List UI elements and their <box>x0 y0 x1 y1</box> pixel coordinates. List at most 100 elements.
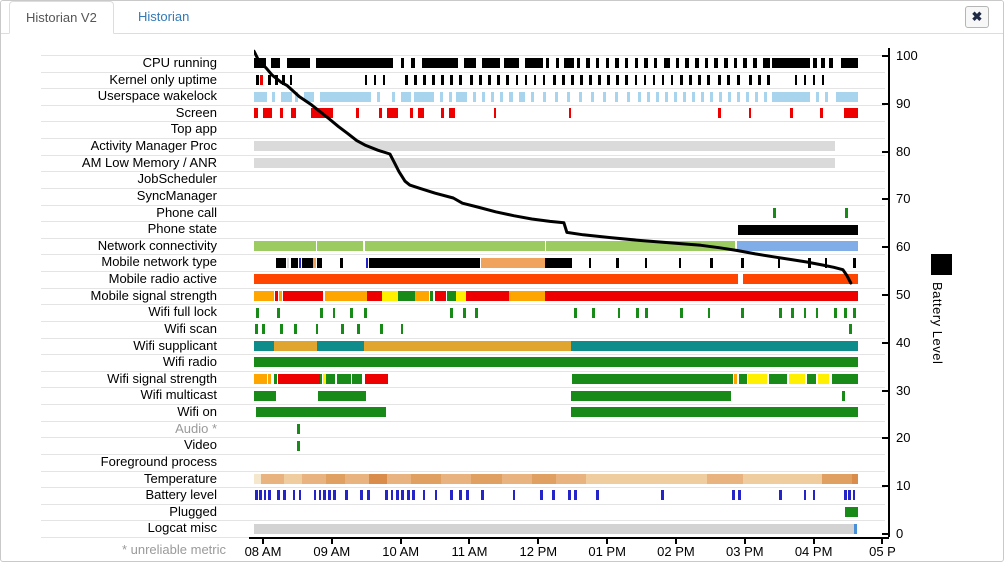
timeline-bar[interactable] <box>752 58 757 69</box>
timeline-bar[interactable] <box>317 241 364 252</box>
timeline-bar[interactable] <box>272 91 276 102</box>
timeline-bar[interactable] <box>282 290 324 301</box>
timeline-bar[interactable] <box>737 91 741 102</box>
timeline-bar[interactable] <box>449 91 453 102</box>
timeline-bar[interactable] <box>290 257 299 268</box>
timeline-bar[interactable] <box>326 473 345 484</box>
timeline-bar[interactable] <box>459 490 463 501</box>
timeline-bar[interactable] <box>364 241 545 252</box>
timeline-bar[interactable] <box>254 274 739 285</box>
x-axis-tick[interactable] <box>262 537 264 544</box>
timeline-bar[interactable] <box>328 490 331 501</box>
timeline-bar[interactable] <box>617 307 621 318</box>
timeline-bar[interactable] <box>450 74 453 85</box>
timeline-bar[interactable] <box>595 58 600 69</box>
timeline-bar[interactable] <box>598 74 601 85</box>
timeline-bar[interactable] <box>255 490 258 501</box>
close-icon[interactable]: ✖ <box>965 6 989 28</box>
timeline-bar[interactable] <box>818 374 829 385</box>
timeline-bar[interactable] <box>316 257 323 268</box>
timeline-bar[interactable] <box>441 108 445 119</box>
timeline-bar[interactable] <box>645 307 649 318</box>
timeline-bar[interactable] <box>434 490 438 501</box>
timeline-bar[interactable] <box>533 74 537 85</box>
timeline-bar[interactable] <box>432 74 435 85</box>
timeline-bar[interactable] <box>768 374 788 385</box>
timeline-bar[interactable] <box>678 257 682 268</box>
timeline-bar[interactable] <box>412 490 415 501</box>
timeline-bar[interactable] <box>267 490 271 501</box>
timeline-bar[interactable] <box>644 58 648 69</box>
timeline-bar[interactable] <box>302 473 327 484</box>
timeline-bar[interactable] <box>571 390 732 401</box>
timeline-bar[interactable] <box>643 74 647 85</box>
timeline-bar[interactable] <box>777 257 781 268</box>
timeline-bar[interactable] <box>717 74 721 85</box>
timeline-bar[interactable] <box>493 108 497 119</box>
timeline-bar[interactable] <box>743 58 747 69</box>
timeline-bar[interactable] <box>653 58 658 69</box>
timeline-bar[interactable] <box>473 91 477 102</box>
timeline-bar[interactable] <box>697 74 701 85</box>
timeline-bar[interactable] <box>655 91 659 102</box>
timeline-bar[interactable] <box>466 490 469 501</box>
timeline-bar[interactable] <box>740 257 744 268</box>
timeline-bar[interactable] <box>778 307 782 318</box>
timeline-bar[interactable] <box>845 507 858 518</box>
timeline-bar[interactable] <box>286 257 290 268</box>
timeline-bar[interactable] <box>762 58 770 69</box>
x-axis-tick[interactable] <box>881 537 884 544</box>
timeline-bar[interactable] <box>748 108 752 119</box>
timeline-bar[interactable] <box>366 290 383 301</box>
timeline-bar[interactable] <box>429 290 434 301</box>
timeline-bar[interactable] <box>616 74 620 85</box>
timeline-bar[interactable] <box>509 290 546 301</box>
timeline-bar[interactable] <box>844 490 847 501</box>
timeline-bar[interactable] <box>556 473 587 484</box>
timeline-bar[interactable] <box>475 307 478 318</box>
timeline-bar[interactable] <box>316 340 364 351</box>
timeline-bar[interactable] <box>414 91 434 102</box>
timeline-bar[interactable] <box>663 58 670 69</box>
timeline-bar[interactable] <box>313 490 317 501</box>
timeline-bar[interactable] <box>679 74 683 85</box>
timeline-bar[interactable] <box>832 374 858 385</box>
timeline-bar[interactable] <box>333 490 336 501</box>
timeline-bar[interactable] <box>545 241 736 252</box>
timeline-bar[interactable] <box>296 423 300 434</box>
timeline-bar[interactable] <box>263 490 267 501</box>
timeline-bar[interactable] <box>273 340 317 351</box>
timeline-bar[interactable] <box>363 307 367 318</box>
timeline-bar[interactable] <box>296 440 300 451</box>
timeline-bar[interactable] <box>509 91 513 102</box>
timeline-bar[interactable] <box>254 141 836 152</box>
timeline-bar[interactable] <box>279 108 283 119</box>
timeline-bar[interactable] <box>497 74 501 85</box>
timeline-bar[interactable] <box>466 290 510 301</box>
timeline-bar[interactable] <box>845 207 849 218</box>
timeline-bar[interactable] <box>542 74 546 85</box>
timeline-bar[interactable] <box>259 490 263 501</box>
timeline-bar[interactable] <box>841 58 858 69</box>
timeline-bar[interactable] <box>815 91 819 102</box>
timeline-bar[interactable] <box>278 374 320 385</box>
timeline-bar[interactable] <box>365 374 389 385</box>
x-axis-tick[interactable] <box>674 537 677 544</box>
timeline-bar[interactable] <box>325 374 335 385</box>
timeline-bar[interactable] <box>385 490 388 501</box>
timeline-bar[interactable] <box>365 257 369 268</box>
timeline-bar[interactable] <box>284 473 303 484</box>
timeline-bar[interactable] <box>812 74 816 85</box>
timeline-bar[interactable] <box>332 307 336 318</box>
timeline-bar[interactable] <box>644 257 648 268</box>
timeline-bar[interactable] <box>316 58 393 69</box>
timeline-bar[interactable] <box>552 490 556 501</box>
timeline-bar[interactable] <box>616 257 620 268</box>
timeline-bar[interactable] <box>304 91 315 102</box>
timeline-bar[interactable] <box>400 324 404 335</box>
timeline-bar[interactable] <box>282 74 286 85</box>
timeline-bar[interactable] <box>386 473 412 484</box>
timeline-bar[interactable] <box>524 74 528 85</box>
timeline-bar[interactable] <box>574 307 577 318</box>
timeline-bar[interactable] <box>691 91 695 102</box>
